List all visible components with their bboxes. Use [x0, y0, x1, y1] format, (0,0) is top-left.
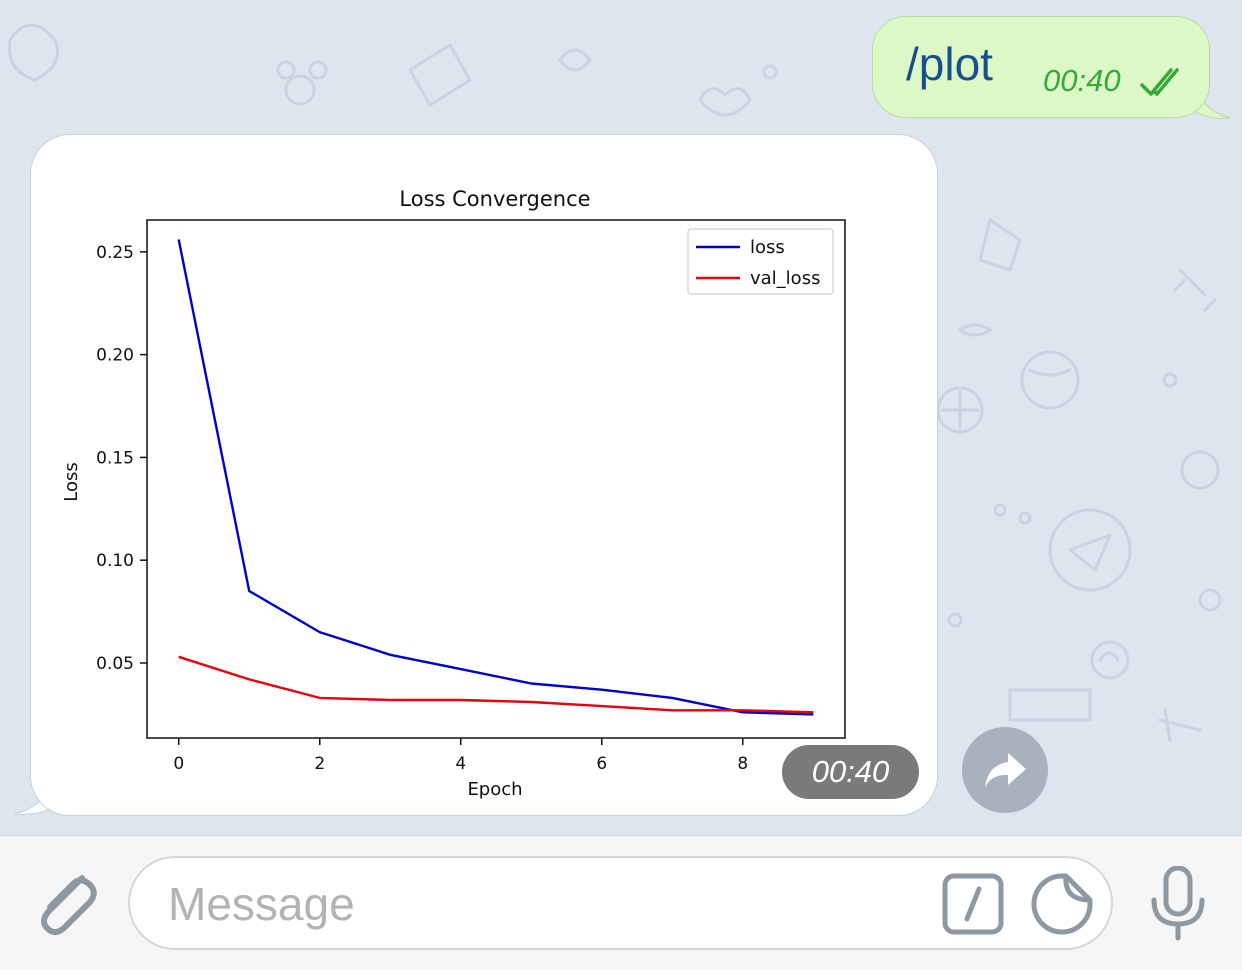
sticker-icon[interactable]	[1030, 872, 1094, 936]
y-tick-label: 0.20	[96, 346, 134, 366]
x-tick-label: 6	[596, 754, 607, 774]
y-tick-label: 0.25	[96, 243, 134, 263]
y-tick-label: 0.15	[96, 448, 134, 468]
outgoing-message-bubble[interactable]: /plot 00:40	[872, 16, 1210, 118]
forward-button[interactable]	[962, 727, 1048, 813]
slash-command-icon[interactable]	[942, 873, 1004, 935]
outgoing-message-time: 00:40	[1043, 63, 1121, 98]
plot-area	[146, 219, 846, 739]
legend-label: loss	[750, 237, 785, 258]
forward-arrow-icon	[985, 753, 1026, 787]
y-axis-label: Loss	[61, 462, 82, 501]
double-check-icon	[1140, 68, 1179, 96]
y-tick-label: 0.05	[96, 654, 134, 674]
photo-message-time: 00:40	[782, 745, 919, 799]
chart-title: Loss Convergence	[399, 187, 590, 211]
x-tick-label: 4	[455, 754, 466, 774]
chart-legend: loss val_loss	[687, 228, 834, 295]
x-tick-label: 2	[314, 754, 325, 774]
series-line-val-loss	[178, 655, 814, 714]
paperclip-icon[interactable]	[30, 866, 100, 940]
doodle-pattern-icon	[7, 23, 1222, 742]
outgoing-message-text: /plot	[906, 38, 993, 90]
message-input-bar	[0, 835, 1242, 970]
microphone-icon[interactable]	[1146, 866, 1210, 942]
x-tick-label: 0	[173, 754, 184, 774]
x-axis-label: Epoch	[467, 779, 522, 800]
message-field[interactable]	[128, 856, 1113, 950]
series-line-loss	[177, 239, 814, 716]
y-tick-label: 0.10	[96, 551, 134, 571]
legend-label: val_loss	[750, 268, 820, 289]
loss-convergence-chart[interactable]: Loss Convergence 0.05 0.10 0.15 0.20 0.25 0 2…	[30, 134, 938, 816]
message-input[interactable]	[166, 872, 930, 936]
x-tick-label: 8	[737, 754, 748, 774]
